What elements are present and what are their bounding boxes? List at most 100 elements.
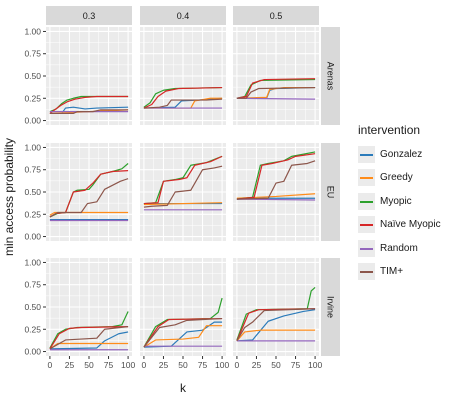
series-line-na-ve-myopic	[143, 155, 223, 205]
legend-title: intervention	[358, 123, 421, 137]
facet-strip-label: 0.3	[83, 11, 96, 21]
series-line-gonzalez	[49, 331, 129, 350]
y-tick-label: 1.00	[24, 257, 41, 267]
panel-eu-0-3: 0.00 0.25 0.50 0.75 1.00	[24, 142, 132, 242]
legend-item-tim-plus: TIM+	[358, 262, 458, 282]
facet-strip-label: Arenas	[326, 62, 336, 91]
legend-key-myopic	[358, 192, 375, 210]
legend: intervention Gonzalez Greedy Myopic Naïv…	[358, 123, 458, 285]
series-line-na-ve-myopic	[143, 86, 223, 109]
facet-strip-top	[140, 6, 226, 25]
panel-arenas-0-3: 0.3 0.00 0.25 0.50 0.75 1.00	[24, 6, 132, 126]
y-tick-label: 0.75	[24, 49, 41, 59]
x-tick-label: 0	[48, 360, 53, 370]
facet-strip-label: Irvine	[326, 296, 336, 318]
y-tick-label: 0.75	[24, 280, 41, 290]
legend-label-greedy: Greedy	[380, 172, 413, 183]
series-line-na-ve-myopic	[143, 317, 223, 348]
x-tick-label: 0	[235, 360, 240, 370]
x-tick-label: 100	[121, 360, 135, 370]
series-line-greedy	[236, 329, 316, 342]
panels-layer: 0.30.000.250.500.751.000.4 0.5Arenas0.000…	[24, 6, 340, 370]
legend-swatch-naive-myopic	[360, 224, 373, 226]
legend-key-greedy	[358, 169, 375, 186]
x-tick-label: 25	[65, 360, 75, 370]
legend-item-naive-myopic: Naïve Myopic	[358, 215, 458, 235]
legend-key-naive-myopic	[358, 216, 375, 233]
series-line-tim	[236, 160, 316, 200]
facet-strip-label: EU	[326, 186, 336, 199]
legend-label-naive-myopic: Naïve Myopic	[380, 219, 441, 230]
x-tick-label: 25	[252, 360, 262, 370]
facet-strip-top	[46, 6, 132, 25]
series-line-tim	[49, 326, 129, 350]
panel-arenas-0-5: 0.5 Arenas	[233, 6, 340, 125]
panel-irvine-0-5: Irvine 0 25 50 75 100	[233, 258, 340, 370]
x-tick-label: 75	[104, 360, 114, 370]
y-tick-label: 0.25	[24, 324, 41, 334]
x-tick-label: 100	[215, 360, 229, 370]
x-tick-label: 75	[198, 360, 208, 370]
y-tick-label: 1.00	[24, 26, 41, 36]
x-tick-label: 75	[291, 360, 301, 370]
series-line-tim	[236, 308, 316, 342]
panel-irvine-0-3: 0.00 0.25 0.50 0.75 1.00 0 25 50 75 100	[24, 257, 135, 370]
y-tick-label: 0.00	[24, 116, 41, 126]
facet-strip-right	[321, 27, 340, 125]
legend-key-gonzalez	[358, 145, 375, 163]
facet-strip-right	[321, 143, 340, 241]
legend-swatch-tim-plus	[360, 271, 373, 273]
panel-eu-0-4	[140, 143, 226, 241]
legend-key-random	[358, 239, 375, 257]
x-tick-label: 100	[308, 360, 322, 370]
y-tick-label: 0.50	[24, 187, 41, 197]
panel-arenas-0-4: 0.4	[140, 6, 226, 125]
series-line-tim	[143, 317, 223, 348]
x-tick-label: 50	[178, 360, 188, 370]
panel-eu-0-5: EU	[233, 143, 340, 241]
facet-strip-right	[321, 258, 340, 356]
series-line-random	[236, 97, 316, 100]
y-tick-label: 0.25	[24, 209, 41, 219]
y-axis-title: min access probability	[2, 138, 16, 256]
facet-strip-label: 0.4	[177, 11, 190, 21]
panel-irvine-0-4: 0 25 50 75 100	[140, 258, 229, 370]
y-tick-label: 0.50	[24, 302, 41, 312]
legend-key-tim-plus	[358, 263, 375, 280]
series-line-tim	[49, 178, 129, 218]
y-tick-label: 0.00	[24, 347, 41, 357]
series-line-greedy	[49, 211, 129, 216]
legend-item-greedy: Greedy	[358, 168, 458, 188]
legend-item-myopic: Myopic	[358, 191, 458, 211]
series-line-tim	[49, 109, 129, 115]
series-line-na-ve-myopic	[49, 95, 129, 114]
series-line-gonzalez	[236, 309, 316, 342]
x-tick-label: 0	[142, 360, 147, 370]
series-line-na-ve-myopic	[236, 78, 316, 99]
y-tick-label: 0.75	[24, 165, 41, 175]
legend-label-gonzalez: Gonzalez	[380, 148, 423, 160]
x-tick-label: 25	[159, 360, 169, 370]
y-tick-label: 0.00	[24, 232, 41, 242]
x-axis-title: k	[180, 381, 187, 395]
series-line-greedy	[143, 202, 223, 206]
x-tick-label: 50	[271, 360, 281, 370]
facet-strip-top	[233, 6, 319, 25]
series-line-na-ve-myopic	[236, 153, 316, 200]
legend-swatch-greedy	[360, 177, 373, 179]
legend-swatch-myopic	[360, 200, 373, 203]
legend-label-tim-plus: TIM+	[380, 266, 404, 277]
series-line-tim	[236, 86, 316, 99]
legend-label-myopic: Myopic	[380, 195, 412, 207]
legend-swatch-random	[360, 247, 373, 250]
legend-label-random: Random	[380, 242, 418, 254]
facet-strip-label: 0.5	[270, 11, 283, 21]
series-line-tim	[143, 98, 223, 109]
series-line-greedy	[143, 325, 223, 348]
series-line-na-ve-myopic	[49, 326, 129, 350]
legend-item-random: Random	[358, 238, 458, 258]
legend-item-gonzalez: Gonzalez	[358, 144, 458, 164]
x-tick-label: 50	[84, 360, 94, 370]
